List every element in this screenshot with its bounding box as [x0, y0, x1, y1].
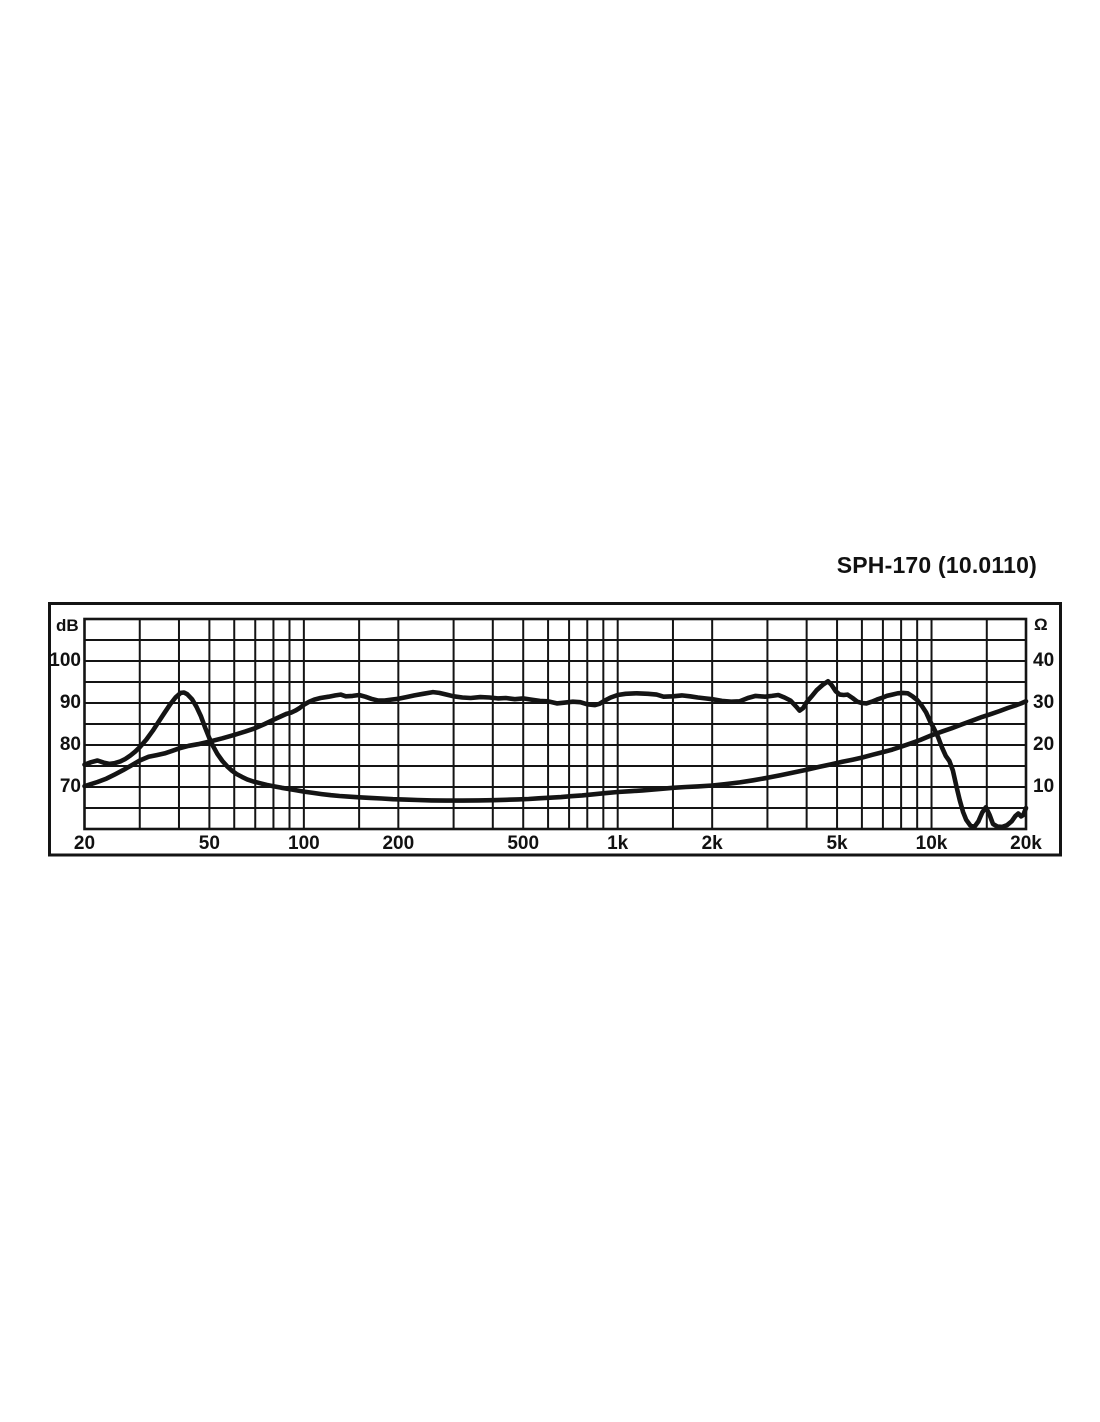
x-axis-tick-label: 200 — [382, 833, 415, 854]
chart-title: SPH-170 (10.0110) — [836, 552, 1037, 578]
x-axis-tick-label: 20k — [1010, 833, 1042, 854]
impedance-curve — [82, 690, 1029, 803]
y-axis-right-tick-label: 20 — [1033, 734, 1055, 755]
y-axis-right-tick-label: 30 — [1033, 692, 1055, 713]
x-axis-tick-label: 1k — [607, 833, 629, 854]
x-axis-tick-label: 100 — [288, 833, 320, 854]
y-axis-left-tick-label: 80 — [59, 734, 81, 755]
x-axis-tick-label: 50 — [198, 833, 220, 854]
x-axis-tick-label: 5k — [826, 833, 848, 854]
y-axis-left-tick-label: 90 — [59, 692, 81, 713]
plot-area-frame — [83, 617, 1028, 831]
y-axis-left-unit-label: dB — [56, 616, 79, 635]
y-axis-right-tick-label: 40 — [1033, 650, 1055, 671]
x-axis-tick-label: 10k — [915, 833, 948, 854]
y-axis-right-tick-label: 10 — [1033, 776, 1055, 797]
chart-outer-frame — [48, 602, 1062, 857]
y-axis-right-unit-label: Ω — [1034, 615, 1048, 634]
y-axis-left-tick-label: 70 — [59, 776, 81, 797]
x-axis-tick-label: 500 — [507, 833, 540, 854]
x-axis-tick-label: 2k — [701, 833, 723, 854]
y-axis-left-tick-label: 100 — [49, 650, 81, 671]
x-axis-tick-label: 20 — [73, 833, 96, 854]
